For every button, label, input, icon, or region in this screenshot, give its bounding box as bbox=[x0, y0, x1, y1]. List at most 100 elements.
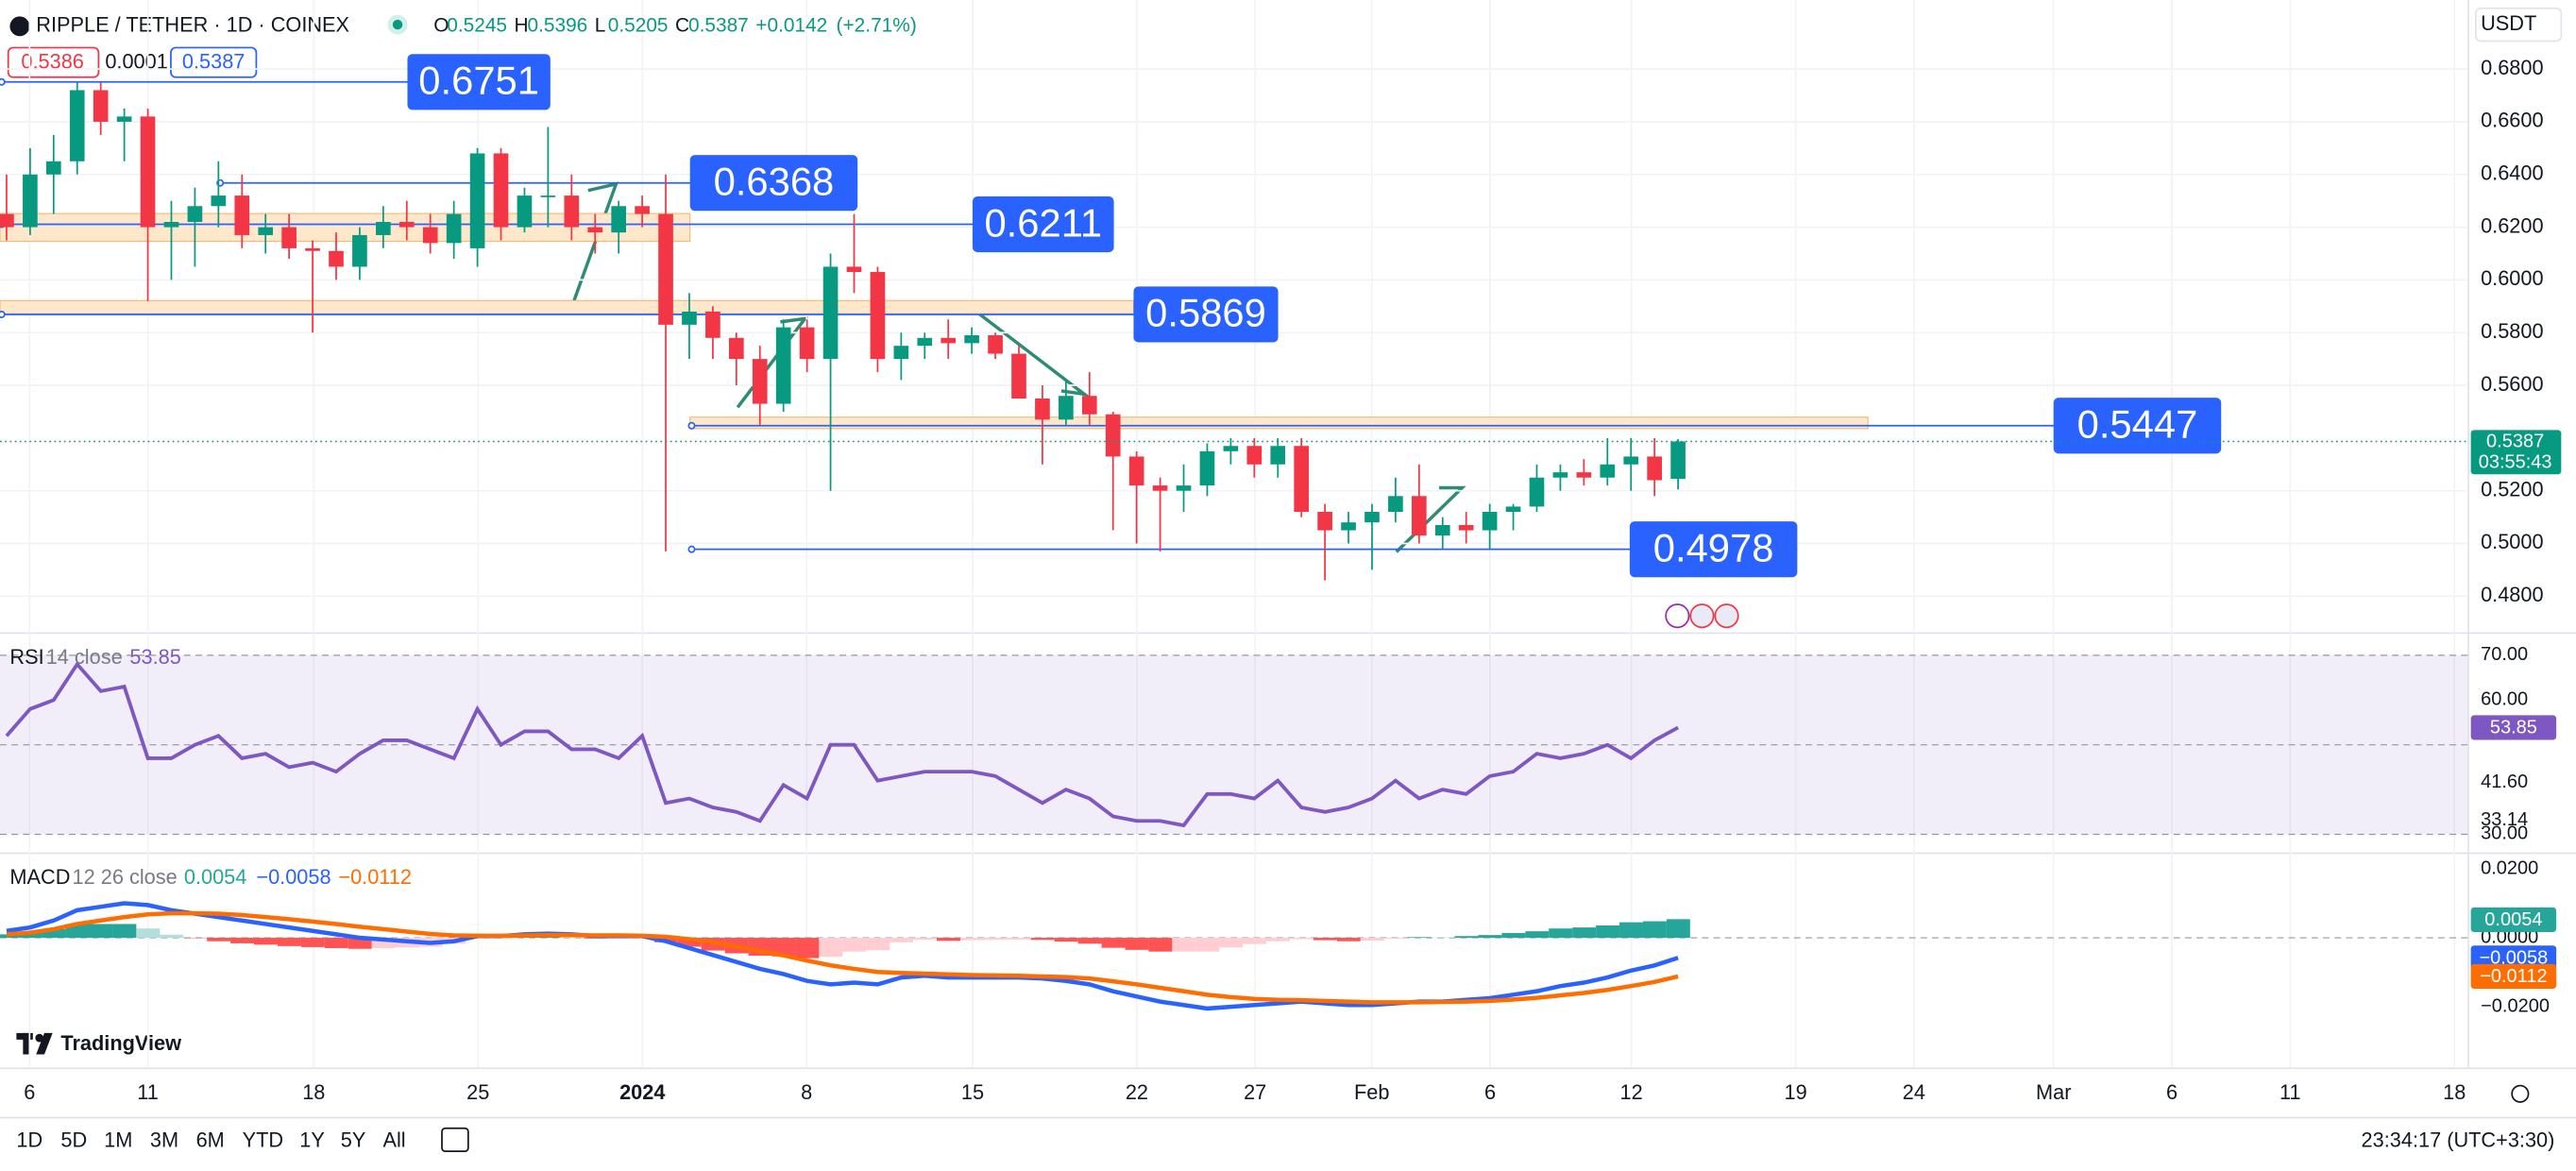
candle-body bbox=[1011, 353, 1026, 399]
level-box[interactable] bbox=[972, 195, 1114, 253]
settings-icon[interactable] bbox=[2511, 1084, 2530, 1103]
time-label: 22 bbox=[1126, 1080, 1148, 1104]
range-button[interactable]: YTD bbox=[243, 1128, 283, 1151]
histogram-bar bbox=[65, 924, 90, 939]
candle-body bbox=[352, 234, 367, 267]
histogram-bar bbox=[160, 934, 184, 939]
clock[interactable]: 23:34:17 (UTC+3:30) bbox=[2362, 1128, 2555, 1151]
brand[interactable]: TradingView bbox=[60, 1031, 181, 1055]
histogram-bar bbox=[1148, 938, 1173, 952]
arrow bbox=[971, 307, 1091, 398]
histogram-bar bbox=[1454, 936, 1479, 939]
histogram-bar bbox=[1407, 937, 1432, 939]
histogram-bar bbox=[842, 938, 867, 952]
logo[interactable]: TradingView bbox=[16, 1031, 181, 1055]
level-label[interactable]: 0.5447 bbox=[2077, 402, 2198, 447]
histogram-bar bbox=[677, 938, 702, 947]
candle-body bbox=[329, 250, 344, 267]
candle-body bbox=[635, 206, 650, 214]
symbol-title[interactable]: RIPPLE / TETHER · 1D · COINEX bbox=[36, 13, 349, 37]
candle-body bbox=[116, 116, 132, 122]
candle-body bbox=[846, 266, 862, 273]
event[interactable] bbox=[1714, 603, 1739, 629]
zone bbox=[0, 299, 1134, 314]
histogram-bar bbox=[1313, 938, 1337, 941]
event-icons[interactable] bbox=[1665, 603, 1739, 629]
histogram-bar bbox=[230, 938, 255, 943]
rsi-value-tag: 53.85 bbox=[2490, 718, 2537, 738]
price-tick: 0.5000 bbox=[2481, 530, 2543, 553]
macd-value-tag-box bbox=[2470, 907, 2557, 932]
candle-body bbox=[1059, 396, 1074, 420]
logo-mark bbox=[36, 1032, 53, 1055]
time-label: 6 bbox=[2166, 1080, 2178, 1104]
candle-body bbox=[140, 116, 156, 228]
range-button[interactable]: 1M bbox=[104, 1128, 132, 1151]
ohlc-key: O bbox=[433, 14, 449, 36]
candle-body bbox=[752, 359, 768, 404]
candle-body bbox=[517, 195, 533, 228]
time-label: 11 bbox=[137, 1080, 159, 1104]
level-box[interactable] bbox=[1629, 521, 1798, 578]
level-label[interactable]: 0.6211 bbox=[984, 200, 1102, 245]
candle-body bbox=[917, 337, 933, 347]
candle-body bbox=[1576, 472, 1592, 478]
range-button[interactable]: 3M bbox=[150, 1128, 178, 1151]
time-label: 19 bbox=[1785, 1080, 1807, 1104]
symbol-icon[interactable] bbox=[9, 16, 30, 37]
currency-box[interactable] bbox=[2475, 7, 2563, 42]
candle-body bbox=[728, 337, 744, 360]
time-label: 2024 bbox=[619, 1080, 665, 1104]
histogram-bar bbox=[18, 932, 42, 939]
range-button[interactable]: 1D bbox=[16, 1128, 42, 1151]
currency[interactable]: USDT bbox=[2481, 11, 2536, 35]
level-label[interactable]: 0.6368 bbox=[714, 159, 835, 203]
ohlc-key: H bbox=[515, 14, 529, 36]
time-label: 18 bbox=[2443, 1080, 2466, 1104]
event[interactable] bbox=[1689, 603, 1715, 629]
level-box[interactable] bbox=[689, 155, 858, 212]
level-box[interactable] bbox=[407, 54, 551, 110]
ohlc-value: 0.5396 bbox=[527, 14, 587, 36]
level-label[interactable]: 0.4978 bbox=[1653, 525, 1774, 569]
histogram-bar bbox=[254, 938, 278, 945]
candle-body bbox=[1364, 512, 1380, 523]
candle-body bbox=[1505, 506, 1521, 513]
macd-params: 12 26 close bbox=[73, 865, 178, 889]
candle-body bbox=[1105, 414, 1121, 457]
histogram-bar bbox=[560, 937, 585, 939]
candle-body bbox=[1623, 456, 1639, 465]
candle-body bbox=[1482, 512, 1498, 531]
range-button[interactable]: 5Y bbox=[341, 1128, 366, 1151]
range-button[interactable]: All bbox=[382, 1128, 405, 1151]
macd-legend-value: −0.0112 bbox=[338, 865, 412, 889]
histogram-bar bbox=[795, 938, 820, 959]
rsi-tick: 33.14 bbox=[2481, 809, 2528, 830]
level-label[interactable]: 0.5869 bbox=[1145, 291, 1266, 335]
change: +0.0142 bbox=[755, 14, 827, 36]
level-anchor bbox=[687, 545, 696, 553]
histogram-bar bbox=[1572, 927, 1597, 939]
candle-body bbox=[234, 195, 250, 235]
range-button[interactable]: 5D bbox=[60, 1128, 87, 1151]
range-button[interactable]: 1Y bbox=[299, 1128, 325, 1151]
rsi-tick: 70.00 bbox=[2481, 644, 2528, 665]
macd-tick: 0.0200 bbox=[2481, 857, 2538, 878]
rsi-value: 53.85 bbox=[129, 645, 180, 669]
calendar-icon[interactable] bbox=[441, 1127, 469, 1152]
histogram-bar bbox=[347, 938, 372, 949]
candle-body bbox=[1270, 446, 1286, 465]
level-box[interactable] bbox=[2053, 398, 2222, 454]
gear[interactable] bbox=[2511, 1084, 2530, 1103]
time-label: Mar bbox=[2036, 1080, 2071, 1104]
candle-body bbox=[870, 272, 886, 360]
histogram-bar bbox=[1054, 938, 1078, 942]
candle-body bbox=[1317, 512, 1332, 531]
event[interactable] bbox=[1665, 603, 1690, 629]
level-label[interactable]: 0.6751 bbox=[418, 59, 539, 103]
candle-body bbox=[1434, 524, 1450, 536]
histogram-bar bbox=[771, 938, 796, 957]
range-button[interactable]: 6M bbox=[196, 1128, 225, 1151]
level-box[interactable] bbox=[1133, 286, 1279, 343]
